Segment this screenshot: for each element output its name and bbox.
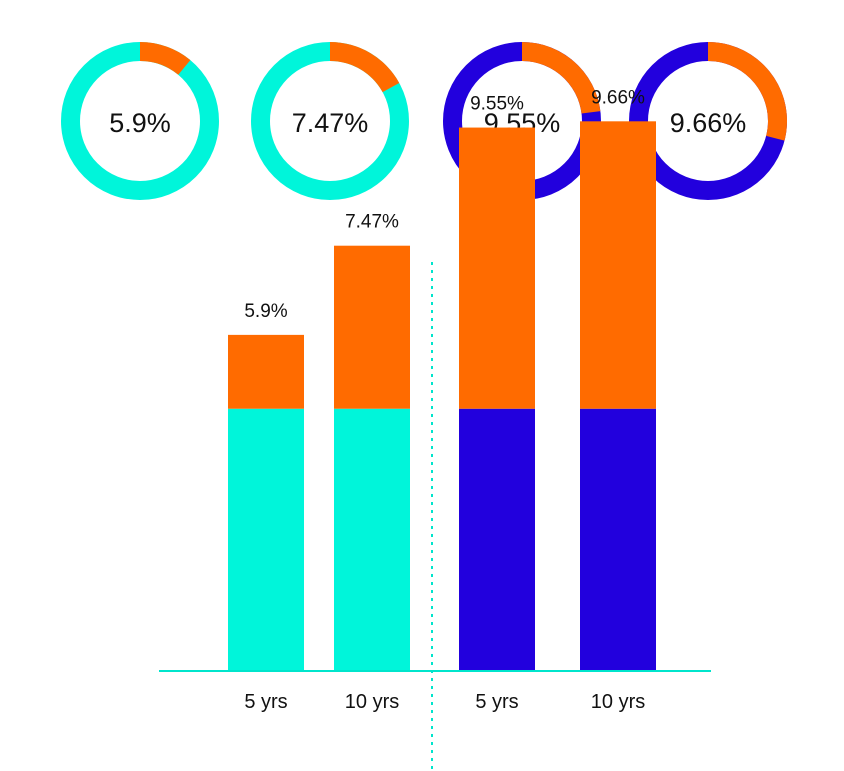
bar-total-label: 7.47% [345, 212, 399, 233]
donut-4: 9.66% [629, 42, 787, 200]
donut-highlight-segment [708, 42, 787, 141]
bar-base-segment [580, 408, 656, 670]
bar-top-segment [580, 121, 656, 409]
bar-3: 9.55% 5 yrs [459, 94, 535, 713]
bar-total-label: 9.55% [470, 94, 524, 115]
donut-charts: 5.9% 7.47% 9.55% 9.66% [61, 42, 787, 200]
x-tick-label: 10 yrs [345, 691, 399, 713]
x-tick-label: 10 yrs [591, 691, 645, 713]
bar-top-segment [459, 127, 535, 409]
bar-top-segment [228, 334, 304, 409]
bar-1: 5.9% 5 yrs [228, 301, 304, 713]
bar-4: 9.66% 10 yrs [580, 87, 656, 713]
x-tick-label: 5 yrs [244, 691, 287, 713]
donut-value-label: 9.66% [670, 108, 747, 138]
bar-base-segment [459, 408, 535, 670]
donut-value-label: 5.9% [109, 108, 171, 138]
bar-base-segment [334, 408, 410, 670]
donut-value-label: 7.47% [292, 108, 369, 138]
bar-base-segment [228, 408, 304, 670]
donut-2: 7.47% [251, 42, 409, 200]
donut-highlight-segment [140, 42, 191, 75]
donut-highlight-segment [522, 42, 601, 114]
bar-2: 7.47% 10 yrs [334, 212, 410, 713]
donut-1: 5.9% [61, 42, 219, 200]
bar-top-segment [334, 245, 410, 409]
stacked-bar-chart: 5.9% 5 yrs 7.47% 10 yrs 9.55% 5 yrs 9.66% 10 yr… [159, 87, 711, 771]
bar-total-label: 9.66% [591, 87, 645, 108]
bar-total-label: 5.9% [244, 301, 287, 322]
x-tick-label: 5 yrs [475, 691, 518, 713]
donut-highlight-segment [330, 42, 400, 93]
